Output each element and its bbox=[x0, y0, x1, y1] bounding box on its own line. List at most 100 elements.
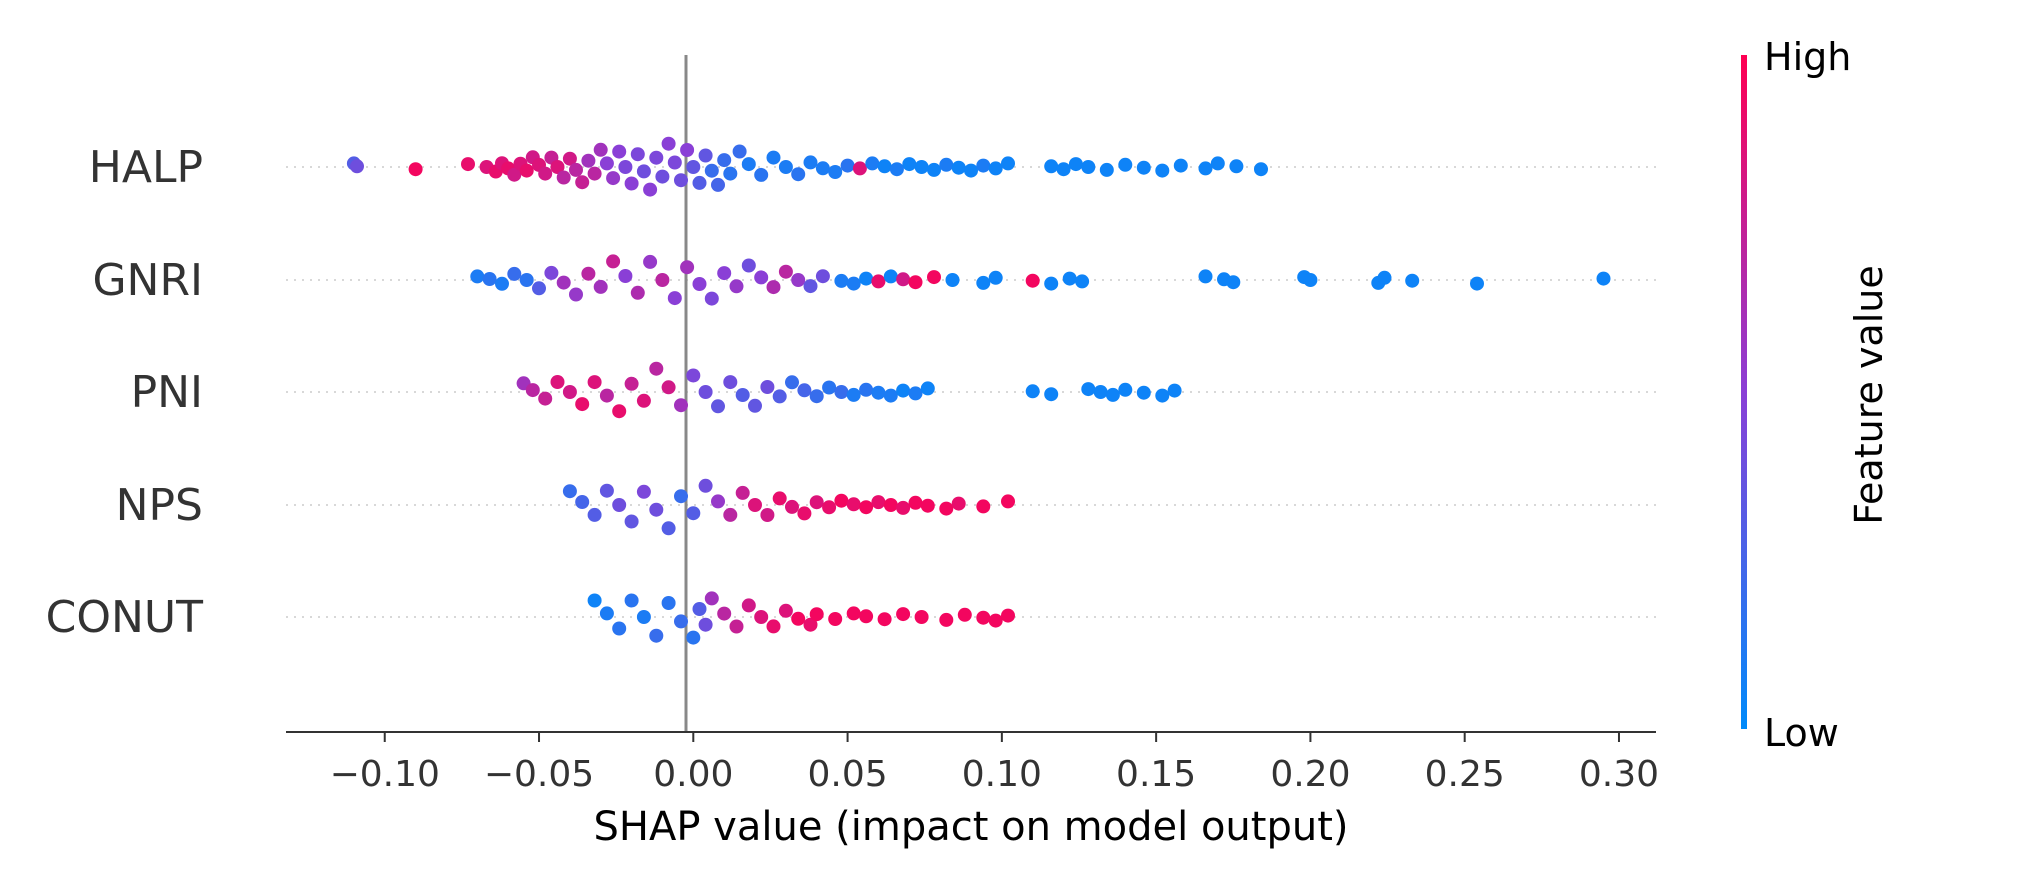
point-conut bbox=[988, 613, 1003, 628]
point-gnri bbox=[1470, 276, 1484, 291]
point-conut bbox=[976, 610, 991, 625]
point-gnri bbox=[1062, 271, 1077, 286]
point-gnri bbox=[859, 271, 874, 286]
point-nps bbox=[735, 485, 750, 500]
x-tick-label: 0.25 bbox=[1425, 754, 1505, 795]
point-pni bbox=[649, 361, 664, 376]
point-pni bbox=[575, 397, 590, 412]
feature-label-nps: NPS bbox=[116, 480, 203, 531]
point-conut bbox=[896, 607, 911, 622]
point-pni bbox=[896, 383, 911, 398]
point-halp bbox=[1229, 159, 1244, 174]
point-gnri bbox=[927, 270, 941, 285]
point-nps bbox=[674, 489, 688, 504]
point-nps bbox=[809, 495, 824, 510]
point-pni bbox=[624, 376, 639, 391]
point-halp bbox=[1210, 156, 1225, 171]
point-pni bbox=[859, 382, 874, 397]
point-conut bbox=[649, 628, 664, 643]
point-pni bbox=[1136, 385, 1151, 400]
colorbar-high-label: High bbox=[1764, 35, 1851, 79]
point-pni bbox=[1093, 385, 1108, 399]
point-halp bbox=[630, 147, 645, 162]
point-halp bbox=[1001, 156, 1015, 171]
point-conut bbox=[587, 593, 602, 608]
point-pni bbox=[748, 398, 762, 413]
point-gnri bbox=[803, 279, 818, 294]
point-nps bbox=[760, 508, 775, 522]
point-gnri bbox=[741, 258, 756, 273]
point-nps bbox=[748, 498, 762, 512]
point-conut bbox=[692, 602, 707, 616]
point-nps bbox=[846, 497, 861, 512]
point-pni bbox=[674, 398, 688, 413]
point-conut bbox=[686, 630, 701, 645]
point-pni bbox=[698, 385, 713, 399]
point-gnri bbox=[945, 273, 960, 287]
point-pni bbox=[550, 375, 565, 389]
point-conut bbox=[778, 603, 793, 618]
point-pni bbox=[612, 404, 627, 419]
point-gnri bbox=[581, 266, 596, 281]
point-halp bbox=[988, 161, 1003, 176]
point-pni bbox=[871, 385, 886, 400]
point-nps bbox=[920, 498, 935, 513]
x-tick-label: 0.20 bbox=[1270, 754, 1350, 795]
point-halp bbox=[1198, 161, 1213, 176]
point-gnri bbox=[630, 285, 645, 300]
point-nps bbox=[939, 501, 954, 516]
point-nps bbox=[797, 506, 812, 521]
point-halp bbox=[791, 167, 806, 182]
point-pni bbox=[822, 380, 837, 395]
beeswarm-points bbox=[346, 136, 1611, 645]
feature-label-conut: CONUT bbox=[46, 592, 203, 643]
point-halp bbox=[538, 166, 553, 181]
point-nps bbox=[587, 507, 602, 522]
point-gnri bbox=[1596, 271, 1611, 286]
point-halp bbox=[461, 157, 475, 172]
point-pni bbox=[636, 393, 651, 408]
point-conut bbox=[729, 619, 744, 634]
point-gnri bbox=[544, 265, 559, 280]
point-nps bbox=[822, 500, 837, 515]
point-pni bbox=[1118, 382, 1133, 397]
point-pni bbox=[1025, 384, 1040, 399]
point-gnri bbox=[846, 276, 861, 291]
point-halp bbox=[593, 142, 608, 157]
point-halp bbox=[1155, 163, 1170, 178]
point-conut bbox=[859, 609, 874, 624]
point-gnri bbox=[556, 275, 571, 290]
point-conut bbox=[674, 614, 688, 629]
point-nps bbox=[612, 498, 627, 512]
point-pni bbox=[809, 389, 824, 404]
point-halp bbox=[1081, 160, 1096, 174]
point-halp bbox=[686, 160, 701, 174]
point-halp bbox=[649, 150, 664, 165]
point-halp bbox=[840, 158, 855, 173]
point-halp bbox=[350, 159, 364, 174]
point-halp bbox=[519, 163, 534, 178]
point-halp bbox=[723, 166, 738, 181]
point-halp bbox=[562, 151, 577, 166]
point-pni bbox=[760, 380, 775, 394]
point-gnri bbox=[606, 254, 621, 269]
point-halp bbox=[976, 158, 991, 173]
x-tick-label: 0.30 bbox=[1579, 754, 1659, 795]
point-halp bbox=[877, 159, 892, 174]
point-nps bbox=[859, 500, 874, 515]
point-halp bbox=[803, 155, 818, 170]
point-halp bbox=[732, 144, 747, 159]
point-halp bbox=[569, 162, 583, 177]
point-gnri bbox=[1025, 273, 1040, 288]
point-nps bbox=[686, 506, 701, 521]
point-gnri bbox=[519, 273, 534, 287]
point-nps bbox=[976, 499, 991, 514]
point-gnri bbox=[643, 254, 658, 269]
point-nps bbox=[785, 499, 799, 514]
point-gnri bbox=[988, 270, 1003, 285]
point-conut bbox=[803, 617, 818, 632]
point-halp bbox=[852, 161, 867, 176]
point-pni bbox=[711, 399, 725, 414]
point-conut bbox=[939, 612, 954, 627]
point-gnri bbox=[667, 291, 682, 306]
